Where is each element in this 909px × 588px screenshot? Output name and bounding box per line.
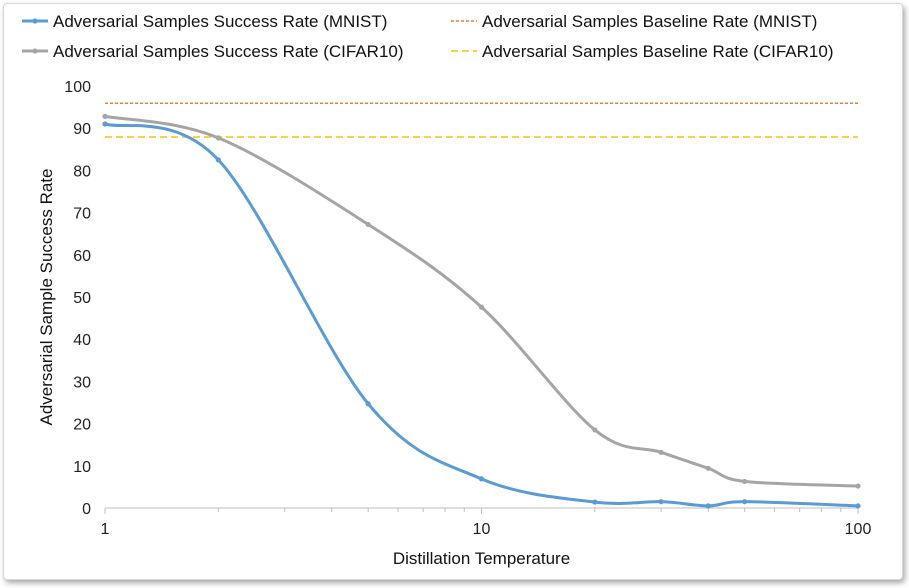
data-point-adversarial-samples-success-rate-mnist [742,499,748,505]
legend-item-adversarial-samples-baseline-rate-mnist: Adversarial Samples Baseline Rate (MNIST… [451,12,817,31]
x-tick-label: 100 [845,521,872,538]
data-point-adversarial-samples-success-rate-cifar10 [478,304,485,310]
y-tick-label: 50 [73,290,91,307]
y-tick-label: 0 [82,501,91,518]
series-line-adversarial-samples-success-rate-mnist [103,122,860,508]
series-line-adversarial-samples-success-rate-cifar10 [103,114,860,488]
data-point-adversarial-samples-success-rate-cifar10 [215,135,221,141]
axes: 1 10 100 0 10 20 30 40 50 60 70 80 90 100 [64,79,871,538]
data-point-adversarial-samples-success-rate-mnist [215,157,221,163]
y-tick-label: 80 [73,163,91,180]
data-point-adversarial-samples-success-rate-cifar10 [592,427,598,433]
legend-item-adversarial-samples-baseline-rate-cifar10: Adversarial Samples Baseline Rate (CIFAR… [451,42,833,61]
data-point-adversarial-samples-success-rate-cifar10 [658,449,664,455]
data-point-adversarial-samples-success-rate-cifar10 [705,465,711,471]
data-point-adversarial-samples-success-rate-mnist [478,476,485,482]
y-tick-label: 20 [73,417,91,434]
x-tick-label: 10 [473,521,491,538]
series-layer [102,102,861,509]
data-point-adversarial-samples-success-rate-mnist [855,503,861,509]
y-tick-label: 10 [73,459,91,476]
data-point-adversarial-samples-success-rate-cifar10 [365,221,371,228]
data-point-adversarial-samples-success-rate-cifar10 [102,113,108,119]
y-tick-label: 90 [73,121,91,138]
data-point-adversarial-samples-success-rate-cifar10 [855,483,861,489]
legend-label: Adversarial Samples Success Rate (CIFAR1… [53,42,404,61]
legend-label: Adversarial Samples Success Rate (MNIST) [53,12,387,31]
legend: Adversarial Samples Success Rate (MNIST)… [22,12,833,61]
data-point-adversarial-samples-success-rate-mnist [592,499,598,505]
legend-marker [32,18,38,24]
y-tick-label: 30 [73,374,91,391]
y-tick-label: 100 [64,79,91,96]
legend-item-adversarial-samples-success-rate-mnist: Adversarial Samples Success Rate (MNIST) [22,12,387,31]
data-point-adversarial-samples-success-rate-mnist [365,401,371,407]
legend-label: Adversarial Samples Baseline Rate (CIFAR… [482,42,833,61]
data-point-adversarial-samples-success-rate-mnist [658,499,664,505]
data-point-adversarial-samples-success-rate-cifar10 [742,478,748,485]
legend-marker [32,48,38,54]
data-point-adversarial-samples-success-rate-mnist [705,503,711,509]
chart-frame [3,3,903,580]
x-axis-title: Distillation Temperature [393,549,570,568]
y-tick-label: 40 [73,332,91,349]
legend-label: Adversarial Samples Baseline Rate (MNIST… [482,12,817,31]
y-tick-label: 70 [73,206,91,223]
x-tick-label: 1 [101,521,110,538]
legend-item-adversarial-samples-success-rate-cifar10: Adversarial Samples Success Rate (CIFAR1… [22,42,404,61]
y-axis-title: Adversarial Sample Success Rate [37,168,56,425]
y-tick-label: 60 [73,248,91,265]
data-point-adversarial-samples-success-rate-mnist [102,121,108,127]
